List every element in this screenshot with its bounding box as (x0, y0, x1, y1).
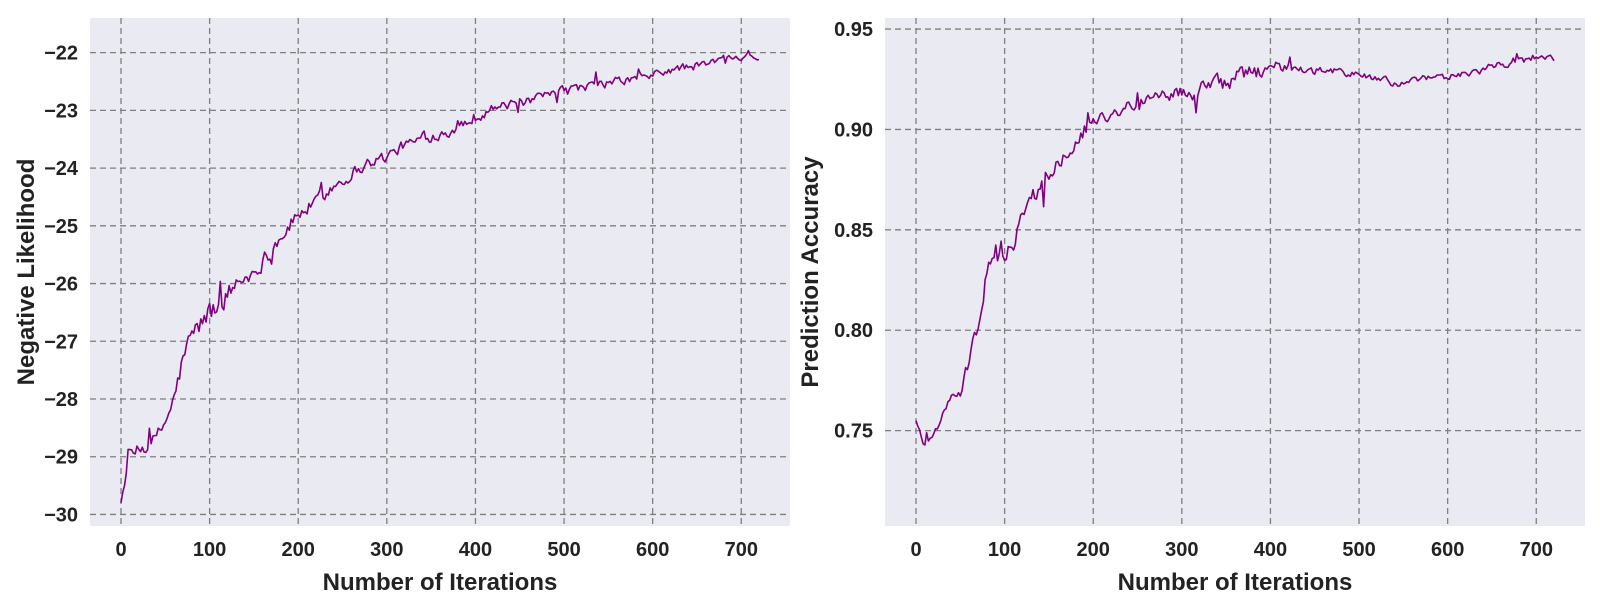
y-tick-label: −30 (44, 504, 78, 526)
likelihood-panel: 0 100 200 300 400 500 600 700 −30 −29 −28 −27 −26 −25… (13, 18, 790, 596)
y-tick-label: −29 (44, 447, 78, 469)
y-axis-label: Prediction Accuracy (797, 156, 824, 388)
x-tick-label: 600 (1431, 539, 1464, 561)
x-tick-label: 700 (1520, 539, 1553, 561)
y-tick-label: −24 (44, 158, 79, 180)
x-tick-label: 100 (193, 539, 226, 561)
x-axis-label: Number of Iterations (1118, 569, 1353, 596)
y-tick-label: −22 (44, 43, 78, 65)
y-tick-label: 0.85 (834, 220, 873, 242)
y-tick-label: 0.80 (834, 320, 873, 342)
y-axis-label: Negative Likelihood (13, 159, 40, 386)
series-line (915, 52, 1555, 446)
x-tick-label: 0 (115, 539, 126, 561)
x-tick-label: 500 (547, 539, 580, 561)
y-tick-label: 0.90 (834, 119, 873, 141)
x-tick-label: 100 (988, 539, 1021, 561)
accuracy-panel: 0 100 200 300 400 500 600 700 0.75 0.80 0.85 0.90 0.… (797, 18, 1585, 596)
x-tick-label: 700 (725, 539, 758, 561)
x-tick-label: 600 (636, 539, 669, 561)
y-tick-label: −26 (44, 274, 78, 296)
y-tick-label: 0.95 (834, 19, 873, 41)
y-tick-label: −25 (44, 216, 78, 238)
x-axis-label: Number of Iterations (323, 569, 558, 596)
plot-area (90, 18, 790, 526)
x-tick-label: 400 (1254, 539, 1287, 561)
x-tick-label: 500 (1342, 539, 1375, 561)
x-tick-label: 200 (1077, 539, 1110, 561)
x-tick-label: 0 (910, 539, 921, 561)
y-tick-label: 0.75 (834, 421, 873, 443)
x-tick-label: 300 (1165, 539, 1198, 561)
plot-area (885, 18, 1585, 526)
series-line (120, 49, 760, 504)
x-tick-label: 400 (459, 539, 492, 561)
x-tick-label: 200 (282, 539, 315, 561)
x-tick-label: 300 (370, 539, 403, 561)
y-tick-label: −28 (44, 389, 78, 411)
y-tick-label: −23 (44, 100, 78, 122)
y-tick-label: −27 (44, 331, 78, 353)
